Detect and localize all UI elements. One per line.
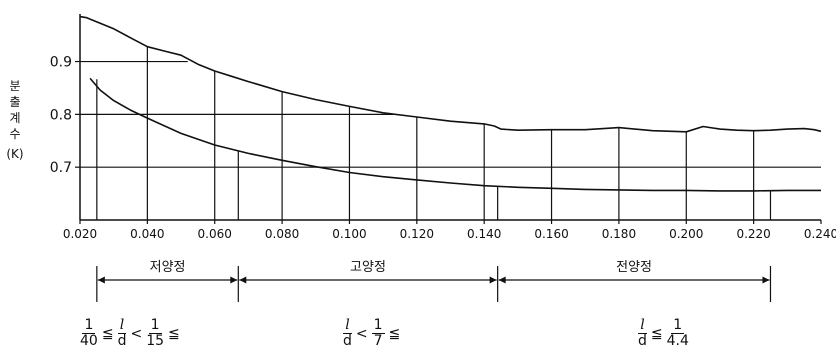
fraction: l d	[638, 318, 647, 349]
x-tick-label: 0.180	[602, 227, 636, 241]
x-tick-label: 0.220	[736, 227, 770, 241]
arrowhead-left	[498, 276, 506, 284]
fraction-numerator: 1	[671, 317, 685, 334]
operator: ≦	[101, 325, 114, 342]
fraction-denominator: d	[638, 333, 647, 349]
y-axis-label-char: (K)	[6, 147, 24, 161]
fraction: 1 40	[80, 318, 98, 349]
operator: ≦	[388, 325, 401, 342]
y-axis-label-char: 계	[9, 111, 21, 125]
condition-low-head: 1 40 ≦ l d < 1 15 ≦	[80, 318, 180, 349]
fraction-numerator: 1	[148, 317, 162, 334]
x-tick-label: 0.120	[400, 227, 434, 241]
x-tick-label: 0.160	[534, 227, 568, 241]
operator: <	[355, 325, 368, 342]
fraction-numerator: l	[117, 317, 127, 334]
x-tick-label: 0.020	[63, 227, 97, 241]
region-label: 저양정	[150, 260, 186, 275]
y-tick-label: 0.7	[50, 160, 72, 176]
operator: <	[130, 325, 143, 342]
y-axis-label-char: 출	[9, 95, 21, 109]
x-tick-label: 0.240	[804, 227, 836, 241]
fraction-numerator: l	[638, 317, 647, 334]
y-axis-label-char: 분	[9, 79, 21, 93]
fraction-denominator: 4.4	[666, 333, 689, 349]
x-tick-label: 0.060	[198, 227, 232, 241]
arrowhead-left	[97, 276, 105, 284]
fraction-numerator: l	[343, 317, 352, 334]
series-line-upper	[79, 15, 822, 133]
y-axis-label-char: 수	[9, 127, 21, 141]
fraction: 1 15	[146, 318, 164, 349]
y-tick-label: 0.8	[50, 107, 72, 123]
fraction: l d	[118, 318, 127, 349]
condition-total-head: l d ≦ 1 4.4	[638, 318, 689, 349]
region-label: 고양정	[350, 260, 386, 275]
fraction-numerator: 1	[371, 317, 385, 334]
y-axis-label: 분 출 계 수 (K)	[4, 78, 26, 162]
arrowhead-right	[489, 276, 497, 284]
arrowhead-right	[762, 276, 770, 284]
fraction-denominator: 40	[80, 333, 98, 349]
x-tick-label: 0.140	[467, 227, 501, 241]
y-tick-label: 0.9	[50, 55, 72, 71]
fraction-denominator: 15	[146, 333, 165, 349]
fraction-denominator: d	[117, 333, 127, 349]
fraction-numerator: 1	[82, 317, 96, 334]
fraction: 1 7	[371, 317, 385, 349]
arrowhead-left	[239, 276, 247, 284]
series-line-lower	[89, 77, 821, 192]
arrowhead-right	[230, 276, 238, 284]
condition-high-head: l d < 1 7 ≦	[343, 318, 400, 349]
operator: ≦	[168, 325, 180, 342]
x-tick-label: 0.080	[265, 227, 299, 241]
fraction: l d	[343, 318, 352, 349]
region-label: 전양정	[616, 260, 652, 275]
operator: ≦	[650, 325, 663, 342]
fraction-denominator: 7	[373, 333, 383, 349]
fraction-denominator: d	[343, 333, 352, 349]
x-tick-label: 0.100	[332, 227, 366, 241]
x-tick-label: 0.200	[669, 227, 703, 241]
x-tick-label: 0.040	[130, 227, 164, 241]
fraction: 1 4.4	[667, 318, 689, 349]
